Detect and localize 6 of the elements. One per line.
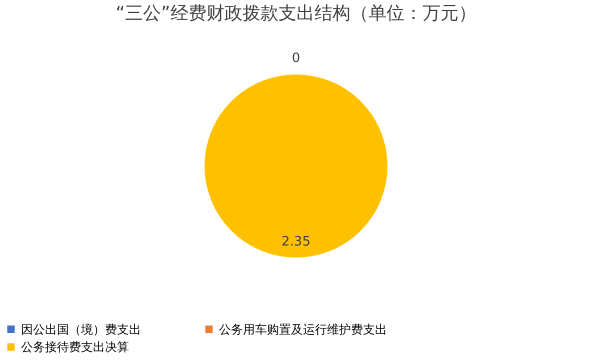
legend-label: 公务用车购置及运行维护费支出 [219, 322, 387, 336]
text: 0 [292, 51, 300, 66]
legend-label: 公务接待费支出决算 [21, 340, 129, 354]
data-label: 2.35 [282, 234, 310, 250]
chart-title: “三公”经费财政拨款支出结构（单位：万元） [116, 3, 476, 24]
legend-label: 因公出国（境）费支出 [21, 322, 141, 336]
